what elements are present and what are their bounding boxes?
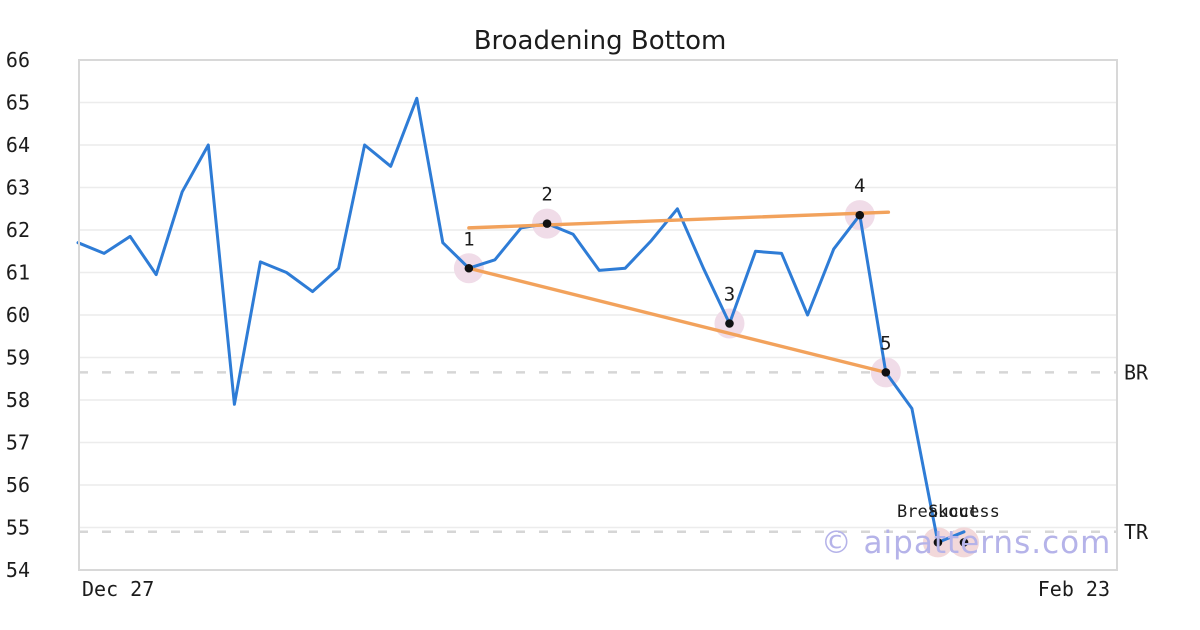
x-axis-start-label: Dec 27 [82, 577, 155, 601]
y-tick-label-65: 65 [6, 91, 30, 115]
point-dot-1 [464, 263, 474, 273]
point-label-5: 5 [880, 332, 891, 354]
y-tick-label-64: 64 [6, 133, 30, 157]
watermark: © aipatterns.com [820, 525, 1112, 561]
point-dot-5 [881, 368, 891, 377]
y-tick-label-63: 63 [6, 176, 30, 200]
y-tick-label-60: 60 [6, 303, 30, 327]
y-tick-label-57: 57 [6, 431, 30, 455]
trendline-upper [467, 210, 891, 230]
point-label-1: 1 [463, 228, 474, 250]
chart-title: Broadening Bottom [473, 26, 727, 56]
price-line [76, 96, 966, 544]
point-dot-success [959, 538, 969, 547]
plot-border [78, 59, 1118, 571]
x-axis-end-label: Feb 23 [1037, 577, 1110, 601]
point-dot-4 [855, 210, 865, 220]
success-label: Success [928, 502, 1000, 522]
point-dot-2 [542, 219, 552, 228]
y-tick-label-66: 66 [6, 48, 30, 72]
y-tick-label-54: 54 [6, 558, 30, 582]
y-tick-label-61: 61 [6, 261, 30, 285]
point-label-4: 4 [854, 175, 865, 197]
y-tick-label-55: 55 [6, 516, 30, 540]
y-tick-label-56: 56 [6, 473, 30, 497]
point-label-2: 2 [541, 184, 552, 206]
breakout-label: Breakout [897, 502, 979, 522]
trendline-lower [467, 266, 888, 375]
point-dot-breakout [933, 538, 943, 547]
y-tick-label-59: 59 [6, 346, 30, 370]
y-tick-label-58: 58 [6, 388, 30, 412]
ref-label-tr: TR [1124, 520, 1149, 544]
point-label-3: 3 [724, 284, 735, 306]
y-tick-label-62: 62 [6, 218, 30, 242]
point-dot-3 [725, 319, 734, 328]
ref-label-br: BR [1124, 360, 1149, 384]
